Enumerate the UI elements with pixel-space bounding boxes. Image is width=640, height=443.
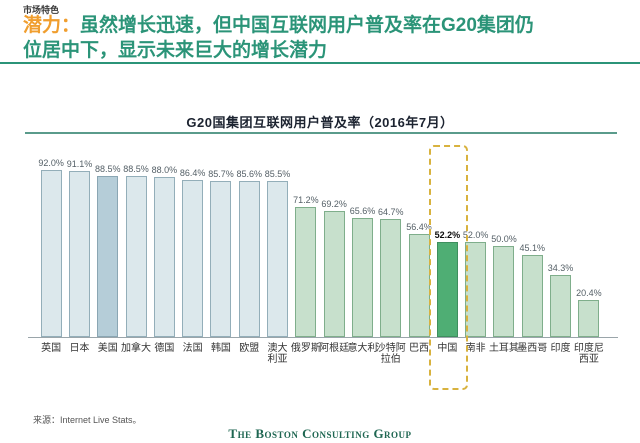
bar-slot: 86.4%	[179, 150, 207, 337]
bar-slot: 88.0%	[150, 150, 178, 337]
headline-prefix: 潜力：	[23, 15, 81, 36]
bar-slot: 34.3%	[546, 150, 574, 337]
bar-slot: 85.7%	[207, 150, 235, 337]
tick-label-德国: 德国	[154, 343, 175, 354]
bar-slot: 65.6%	[348, 150, 376, 337]
china-highlight-dashed-box	[429, 145, 468, 390]
bar-slot: 52.2%	[433, 150, 461, 337]
bar-韩国	[210, 181, 232, 337]
bar-巴西	[408, 234, 430, 337]
bar-slot: 91.1%	[65, 150, 93, 337]
tick-label-中国: 中国	[437, 343, 458, 354]
bar-加拿大	[125, 176, 147, 337]
bar-阿根廷	[323, 211, 345, 337]
bar-slot: 71.2%	[292, 150, 320, 337]
eyebrow-label: 市场特色	[23, 5, 60, 15]
bar-slot: 85.5%	[263, 150, 291, 337]
value-label: 69.2%	[321, 199, 347, 209]
bar-slot: 52.0%	[462, 150, 490, 337]
chart-title: G20国集团互联网用户普及率（2016年7月）	[186, 115, 454, 130]
bar-俄罗斯	[295, 207, 317, 337]
bar-法国	[182, 180, 204, 337]
tick-label-印度: 印度	[550, 343, 571, 354]
bar-澳大利亚	[267, 181, 289, 337]
bcg-logo: The Boston Consulting Group	[228, 426, 412, 441]
bar-slot: 69.2%	[320, 150, 348, 337]
bar-墨西哥	[521, 255, 543, 337]
value-label: 91.1%	[66, 159, 93, 169]
value-label: 52.0%	[462, 230, 489, 240]
value-label: 86.4%	[179, 168, 206, 178]
bar-欧盟	[238, 181, 260, 337]
value-label: 65.6%	[349, 206, 376, 216]
value-label: 20.4%	[576, 288, 602, 298]
value-label: 71.2%	[293, 195, 319, 205]
bar-slot: 64.7%	[377, 150, 405, 337]
bar-chart-plot-area: 92.0% 91.1% 88.5% 88.5% 88.0% 86.4% 85.7% 85.6%…	[37, 150, 603, 337]
value-label: 45.1%	[519, 243, 546, 253]
bar-slot: 88.5%	[122, 150, 150, 337]
tick-label-巴西: 巴西	[409, 343, 430, 354]
tick-label-英国: 英国	[41, 343, 62, 354]
headline-line2: 位居中下，显示未来巨大的增长潜力	[23, 40, 328, 61]
bar-印度尼西亚	[578, 300, 600, 337]
value-label: 52.2%	[434, 230, 461, 240]
tick-label-日本: 日本	[69, 343, 90, 354]
x-axis-tick-labels: 英国 日本 美国 加拿大 德国 法国 韩国 欧盟 澳大 利亚 俄罗斯 阿根廷 意大利 沙特阿 拉伯 巴西中…	[37, 343, 604, 373]
bar-slot: 50.0%	[490, 150, 518, 337]
tick-label-阿根廷: 阿根廷	[319, 343, 350, 354]
bar-slot: 20.4%	[575, 150, 603, 337]
bar-意大利	[351, 218, 373, 337]
header-divider	[0, 62, 640, 64]
bar-南非	[465, 242, 487, 337]
tick-label-俄罗斯: 俄罗斯	[290, 343, 321, 354]
tick-label-韩国: 韩国	[210, 343, 231, 354]
bar-中国	[436, 242, 458, 337]
value-label: 92.0%	[38, 158, 64, 168]
bar-沙特阿拉伯	[380, 219, 402, 337]
tick-label-澳大利亚: 澳大 利亚	[267, 343, 288, 365]
headline: 潜力：虽然增长迅速，但中国互联网用户普及率在G20集团仍 位居中下，显示未来巨大…	[23, 13, 629, 63]
value-label: 85.6%	[236, 169, 263, 179]
value-label: 88.5%	[123, 164, 149, 174]
tick-label-美国: 美国	[97, 343, 118, 354]
bar-日本	[68, 171, 90, 337]
x-axis-line	[28, 337, 618, 338]
source-note: 来源：Internet Live Stats。	[33, 415, 142, 425]
tick-label-土耳其: 土耳其	[488, 343, 519, 354]
value-label: 85.5%	[264, 169, 291, 179]
bar-印度	[550, 275, 572, 337]
bar-英国	[40, 170, 62, 337]
value-label: 34.3%	[547, 263, 574, 273]
tick-label-沙特阿拉伯: 沙特阿 拉伯	[375, 343, 406, 365]
tick-label-意大利: 意大利	[347, 343, 378, 354]
bar-slot: 85.6%	[235, 150, 263, 337]
tick-label-南非: 南非	[465, 343, 486, 354]
value-label: 56.4%	[406, 222, 432, 232]
bar-slot: 45.1%	[518, 150, 546, 337]
bar-土耳其	[493, 246, 515, 337]
tick-label-印度尼西亚: 印度尼 西亚	[573, 343, 604, 365]
value-label: 85.7%	[208, 169, 234, 179]
tick-label-墨西哥: 墨西哥	[517, 343, 548, 354]
value-label: 50.0%	[491, 234, 517, 244]
value-label: 88.0%	[151, 165, 178, 175]
headline-line1: 虽然增长迅速，但中国互联网用户普及率在G20集团仍	[80, 15, 534, 36]
bar-slot: 88.5%	[94, 150, 122, 337]
value-label: 88.5%	[94, 164, 121, 174]
chart-title-underline	[25, 132, 617, 134]
tick-label-欧盟: 欧盟	[239, 343, 260, 354]
value-label: 64.7%	[377, 207, 404, 217]
tick-label-法国: 法国	[182, 343, 203, 354]
bar-slot: 92.0%	[37, 150, 65, 337]
bar-美国	[97, 176, 119, 337]
tick-label-加拿大: 加拿大	[121, 343, 152, 354]
bar-德国	[153, 177, 175, 337]
